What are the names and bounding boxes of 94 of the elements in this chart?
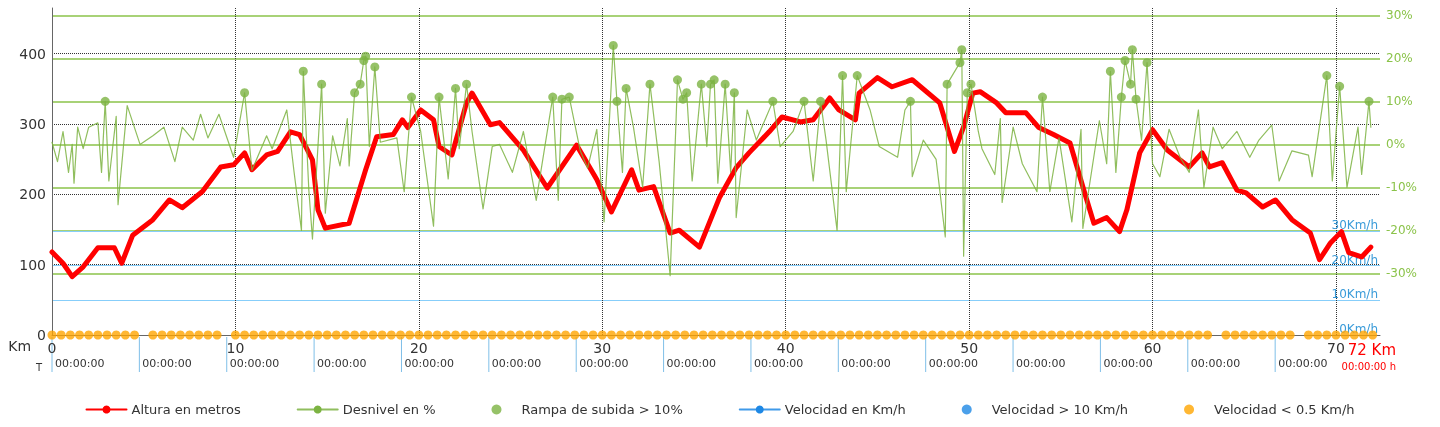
point xyxy=(709,75,719,85)
point xyxy=(355,79,365,89)
point xyxy=(816,96,826,106)
y2-tick-label: -20% xyxy=(1386,223,1418,238)
point xyxy=(905,96,915,106)
point xyxy=(564,92,574,102)
point xyxy=(608,40,618,50)
legend-label: Rampa de subida > 10% xyxy=(521,402,683,417)
point xyxy=(942,79,952,89)
point xyxy=(1126,79,1136,89)
point xyxy=(1322,71,1332,81)
text: 00:00:00 xyxy=(1278,357,1328,370)
point xyxy=(1120,55,1130,65)
point xyxy=(720,79,730,89)
point xyxy=(100,96,110,106)
text: 00:00:00 h xyxy=(1341,360,1396,372)
text: 00:00:00 xyxy=(491,357,542,370)
y2-tick-label: 0% xyxy=(1386,137,1406,152)
point xyxy=(298,66,308,76)
y2-tick-label: 20% xyxy=(1386,51,1413,66)
point xyxy=(729,88,739,98)
x-tick-label: 30 xyxy=(593,340,612,356)
x-tick-label: 20 xyxy=(409,340,428,356)
point xyxy=(682,88,692,98)
text: 00:00:00 xyxy=(928,357,979,370)
legend-label: Velocidad < 0.5 Km/h xyxy=(1214,402,1355,417)
text: 72 Km xyxy=(1347,340,1396,359)
point xyxy=(240,88,250,98)
point xyxy=(852,71,862,81)
point xyxy=(612,96,622,106)
point xyxy=(799,96,809,106)
x-tick-label: 50 xyxy=(960,340,979,356)
y-tick-label: 0 xyxy=(37,327,46,343)
point xyxy=(838,71,848,81)
text: 00:00:00 xyxy=(142,357,192,370)
point xyxy=(672,75,682,85)
text: 00:00:00 xyxy=(1103,357,1153,370)
x-tick-label: 70 xyxy=(1327,340,1345,356)
point xyxy=(1127,45,1137,55)
text: 00:00:00 xyxy=(1190,357,1241,370)
point xyxy=(1335,81,1345,91)
x-tick-label: 0 xyxy=(47,340,57,356)
y3-tick-label: 30Km/h xyxy=(1331,217,1378,232)
point xyxy=(645,79,655,89)
text: 00:00:00 xyxy=(55,357,105,370)
y2-tick-label: 10% xyxy=(1386,94,1413,109)
text: 00:00:00 xyxy=(579,357,629,370)
point xyxy=(955,58,965,68)
point xyxy=(1142,58,1152,68)
y-tick-label: 200 xyxy=(19,186,46,203)
text: 00:00:00 xyxy=(753,357,804,370)
x-tick-label: 10 xyxy=(226,340,245,356)
point xyxy=(317,79,327,89)
text: 00:00:00 xyxy=(666,357,716,370)
point xyxy=(1364,96,1374,106)
legend-label: Altura en metros xyxy=(131,402,241,417)
point xyxy=(350,88,360,98)
point xyxy=(548,92,558,102)
point xyxy=(557,94,567,104)
text: 00:00:00 xyxy=(1016,357,1066,370)
point xyxy=(696,79,706,89)
legend-label: Velocidad > 10 Km/h xyxy=(991,402,1129,417)
y2-tick-label: -10% xyxy=(1386,180,1418,195)
legend-label: Desnivel en % xyxy=(342,402,436,417)
point xyxy=(451,83,461,93)
point xyxy=(621,83,631,93)
y-tick-label: 100 xyxy=(19,256,46,273)
text: 00:00:00 xyxy=(229,357,280,370)
x-tick-label: 60 xyxy=(1143,340,1162,356)
x-axis-title: Km xyxy=(8,338,32,354)
y-tick-label: 300 xyxy=(19,116,46,133)
y3-tick-label: 10Km/h xyxy=(1331,287,1378,302)
x2-axis-title: T xyxy=(35,361,43,373)
point xyxy=(1038,92,1047,102)
point xyxy=(370,62,380,72)
y2-tick-label: -30% xyxy=(1386,266,1418,281)
text: 00:00:00 xyxy=(841,357,891,370)
x-tick-label: 40 xyxy=(776,340,795,356)
point xyxy=(1131,94,1141,104)
point xyxy=(966,79,976,89)
text: 00:00:00 xyxy=(404,357,454,370)
point xyxy=(957,45,967,55)
y-tick-label: 400 xyxy=(19,45,46,62)
point xyxy=(768,96,778,106)
point xyxy=(462,79,472,89)
legend-label: Velocidad en Km/h xyxy=(784,402,906,417)
point xyxy=(361,51,371,61)
point xyxy=(434,92,444,102)
point xyxy=(1116,92,1126,102)
y2-tick-label: 30% xyxy=(1386,8,1413,23)
text: 00:00:00 xyxy=(317,357,367,370)
point xyxy=(407,92,417,102)
point xyxy=(962,88,972,98)
point xyxy=(1105,66,1115,76)
